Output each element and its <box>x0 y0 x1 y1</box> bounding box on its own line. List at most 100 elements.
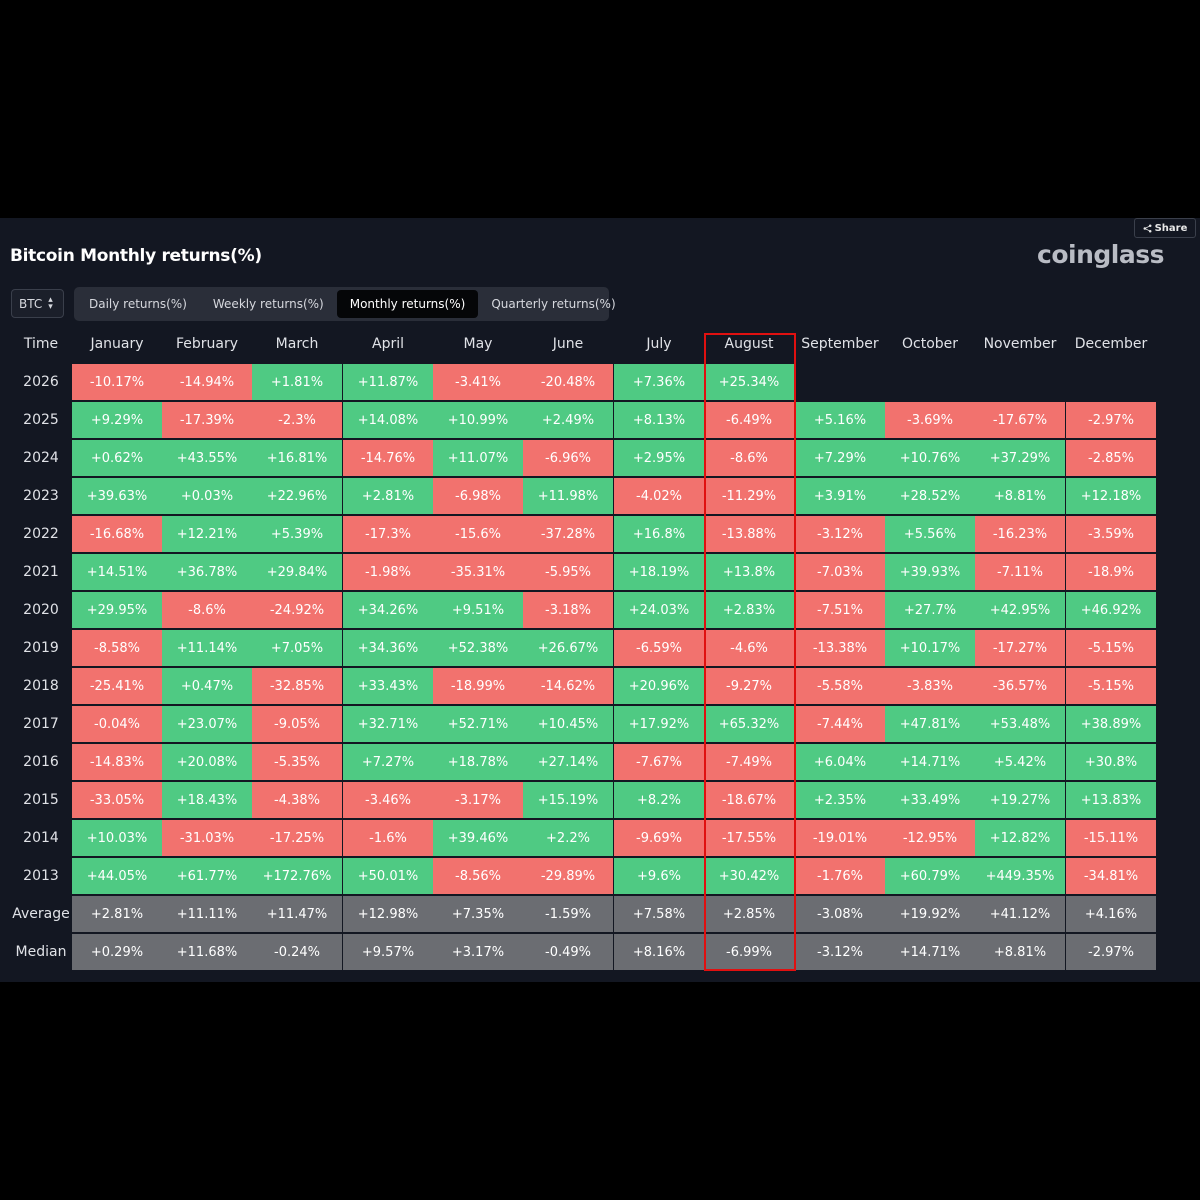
return-cell: -3.46% <box>343 782 433 818</box>
return-cell: +3.91% <box>795 478 885 514</box>
return-cell: +2.49% <box>523 402 613 438</box>
return-cell: -17.55% <box>704 820 794 856</box>
return-cell: -14.76% <box>343 440 433 476</box>
stats-cell: +8.81% <box>975 934 1065 970</box>
month-header-april: April <box>372 336 404 352</box>
return-cell: +28.52% <box>885 478 975 514</box>
month-header-august: August <box>724 336 774 352</box>
time-column-header: Time <box>23 336 59 352</box>
stats-cell: +4.16% <box>1066 896 1156 932</box>
return-cell: +8.13% <box>614 402 704 438</box>
return-cell: -3.18% <box>523 592 613 628</box>
stats-row-median: Median +0.29% +11.68% -0.24% +9.57% +3.17% -0.… <box>0 933 1200 971</box>
asset-select[interactable]: BTC ▴ ▾ <box>11 289 64 318</box>
tab-weekly-returns[interactable]: Weekly returns(%) <box>212 297 324 311</box>
return-cell: -17.25% <box>252 820 342 856</box>
return-cell: -14.94% <box>162 364 252 400</box>
return-cell: -8.6% <box>162 592 252 628</box>
return-cell: +7.27% <box>343 744 433 780</box>
month-header-october: October <box>901 336 959 352</box>
return-cell: -34.81% <box>1066 858 1156 894</box>
return-cell: +43.55% <box>162 440 252 476</box>
share-label: Share <box>1154 222 1188 234</box>
return-cell: -18.67% <box>704 782 794 818</box>
return-cell: -7.03% <box>795 554 885 590</box>
return-cell: +38.89% <box>1066 706 1156 742</box>
return-cell: +13.8% <box>704 554 794 590</box>
return-cell: +8.81% <box>975 478 1065 514</box>
return-cell: -8.56% <box>433 858 523 894</box>
stats-cell: -3.08% <box>795 896 885 932</box>
share-button[interactable]: Share <box>1134 218 1196 238</box>
stats-cell: +0.29% <box>72 934 162 970</box>
return-cell: +19.27% <box>975 782 1065 818</box>
return-cell: -32.85% <box>252 668 342 704</box>
return-cell: +26.67% <box>523 630 613 666</box>
return-cell: +18.19% <box>614 554 704 590</box>
year-label: 2014 <box>23 830 59 846</box>
table-row: 2019 -8.58% +11.14% +7.05% +34.36% +52.38% +26… <box>0 629 1200 667</box>
stats-cell: +2.85% <box>704 896 794 932</box>
return-cell: -5.58% <box>795 668 885 704</box>
year-label: 2019 <box>23 640 59 656</box>
year-label: 2020 <box>23 602 59 618</box>
return-cell: +20.08% <box>162 744 252 780</box>
return-cell: +11.98% <box>523 478 613 514</box>
return-cell: +10.17% <box>885 630 975 666</box>
return-cell: +11.87% <box>343 364 433 400</box>
return-cell: -1.6% <box>343 820 433 856</box>
return-cell: +23.07% <box>162 706 252 742</box>
return-cell: -13.38% <box>795 630 885 666</box>
month-header-november: November <box>983 336 1057 352</box>
return-cell: +39.46% <box>433 820 523 856</box>
return-cell: -6.59% <box>614 630 704 666</box>
return-cell: -1.98% <box>343 554 433 590</box>
year-label: 2018 <box>23 678 59 694</box>
return-cell: +32.71% <box>343 706 433 742</box>
return-cell: -4.6% <box>704 630 794 666</box>
return-cell: +2.2% <box>523 820 613 856</box>
return-cell: +5.16% <box>795 402 885 438</box>
stats-cell: +12.98% <box>343 896 433 932</box>
return-cell: +22.96% <box>252 478 342 514</box>
return-cell: -37.28% <box>523 516 613 552</box>
return-cell: +5.56% <box>885 516 975 552</box>
return-cell: +10.99% <box>433 402 523 438</box>
return-cell: +60.79% <box>885 858 975 894</box>
table-row: 2013 +44.05% +61.77% +172.76% +50.01% -8.56% -… <box>0 857 1200 895</box>
return-cell: +16.8% <box>614 516 704 552</box>
tab-quarterly-returns[interactable]: Quarterly returns(%) <box>491 297 616 311</box>
return-cell: -7.11% <box>975 554 1065 590</box>
stats-cell: -6.99% <box>704 934 794 970</box>
return-cell: +33.43% <box>343 668 433 704</box>
return-cell: +7.36% <box>614 364 704 400</box>
stats-cell: -2.97% <box>1066 934 1156 970</box>
return-cell: +5.42% <box>975 744 1065 780</box>
return-cell: -18.99% <box>433 668 523 704</box>
tab-daily-returns[interactable]: Daily returns(%) <box>89 297 187 311</box>
return-cell: -17.27% <box>975 630 1065 666</box>
return-cell: +52.71% <box>433 706 523 742</box>
return-cell: +2.81% <box>343 478 433 514</box>
stats-cell: +3.17% <box>433 934 523 970</box>
stats-cell: +7.58% <box>614 896 704 932</box>
return-cell: +2.95% <box>614 440 704 476</box>
tab-monthly-returns[interactable]: Monthly returns(%) <box>336 290 479 318</box>
year-label: 2016 <box>23 754 59 770</box>
month-header-may: May <box>463 336 493 352</box>
return-cell: +27.14% <box>523 744 613 780</box>
return-cell: +1.81% <box>252 364 342 400</box>
return-cell: -5.15% <box>1066 630 1156 666</box>
return-cell: -2.85% <box>1066 440 1156 476</box>
table-row: 2024 +0.62% +43.55% +16.81% -14.76% +11.07% -6… <box>0 439 1200 477</box>
return-cell: +5.39% <box>252 516 342 552</box>
return-cell: -14.83% <box>72 744 162 780</box>
return-cell: +14.71% <box>885 744 975 780</box>
return-cell: -13.88% <box>704 516 794 552</box>
stats-cell: +14.71% <box>885 934 975 970</box>
return-cell: -6.49% <box>704 402 794 438</box>
table-row: 2020 +29.95% -8.6% -24.92% +34.26% +9.51% -3.1… <box>0 591 1200 629</box>
return-cell: +9.51% <box>433 592 523 628</box>
return-cell: +14.51% <box>72 554 162 590</box>
table-row: 2015 -33.05% +18.43% -4.38% -3.46% -3.17% +15.… <box>0 781 1200 819</box>
